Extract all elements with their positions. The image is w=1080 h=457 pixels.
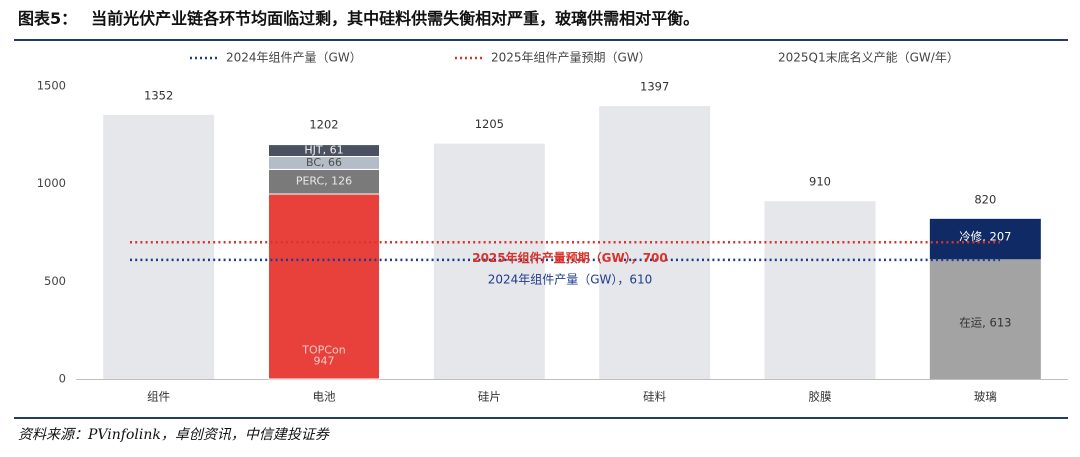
source-note: 资料来源：PVinfolink，卓创资讯，中信建投证券 <box>18 427 329 443</box>
legend-label-2: 2025Q1末底名义产能（GW/年） <box>778 50 959 65</box>
figure-number: 图表5： <box>18 9 78 28</box>
reference-label-2024: 2024年组件产量（GW），610 <box>488 272 653 286</box>
figure-title: 图表5： 当前光伏产业链各环节均面临过剩，其中硅料供需失衡相对严重，玻璃供需相对平… <box>18 4 1068 34</box>
legend-label-1: 2025年组件产量预期（GW） <box>491 51 651 65</box>
battery-segment-label: PERC, 126 <box>296 175 352 188</box>
capacity-value-label: 820 <box>974 192 996 206</box>
glass-segment-cold-repair <box>929 218 1041 260</box>
capacity-value-label: 1397 <box>640 80 669 94</box>
glass-segment-label: 在运, 613 <box>959 316 1011 330</box>
glass-segment-label: 冷修, 207 <box>959 230 1011 244</box>
x-tick-label: 玻璃 <box>974 390 997 404</box>
battery-segment-label: BC, 66 <box>306 156 342 169</box>
battery-segment-hjt <box>268 144 380 158</box>
reference-label-2025: 2025年组件产量预期（GW），700 <box>472 250 668 265</box>
top-rule <box>14 39 1068 41</box>
capacity-value-label: 910 <box>809 175 831 189</box>
figure-caption: 当前光伏产业链各环节均面临过剩，其中硅料供需失衡相对严重，玻璃供需相对平衡。 <box>91 9 700 28</box>
capacity-bar-4 <box>764 201 876 379</box>
glass-segment-running <box>929 259 1041 379</box>
capacity-value-label: 1352 <box>144 88 173 102</box>
battery-segment-perc <box>268 168 380 195</box>
y-tick-label: 500 <box>44 274 66 288</box>
battery-segment-value: 947 <box>314 354 335 367</box>
y-tick-label: 1500 <box>37 79 66 93</box>
bottom-rule <box>14 417 1068 419</box>
capacity-bar-2 <box>433 143 545 379</box>
battery-segment-label: HJT, 61 <box>304 144 343 157</box>
x-tick-label: 胶膜 <box>809 390 832 404</box>
battery-segment-label: TOPCon <box>301 343 345 356</box>
legend-label-0: 2024年组件产量（GW） <box>226 51 362 65</box>
capacity-value-label: 1205 <box>475 117 504 131</box>
x-tick-label: 硅料 <box>643 390 666 404</box>
y-tick-label: 0 <box>59 372 66 386</box>
battery-segment-topcon <box>268 193 380 380</box>
capacity-bar-0 <box>103 114 215 379</box>
x-tick-label: 组件 <box>147 390 170 404</box>
x-tick-label: 电池 <box>313 390 336 404</box>
y-tick-label: 1000 <box>37 176 66 190</box>
capacity-value-label: 1202 <box>309 118 338 132</box>
x-tick-label: 硅片 <box>478 390 501 404</box>
